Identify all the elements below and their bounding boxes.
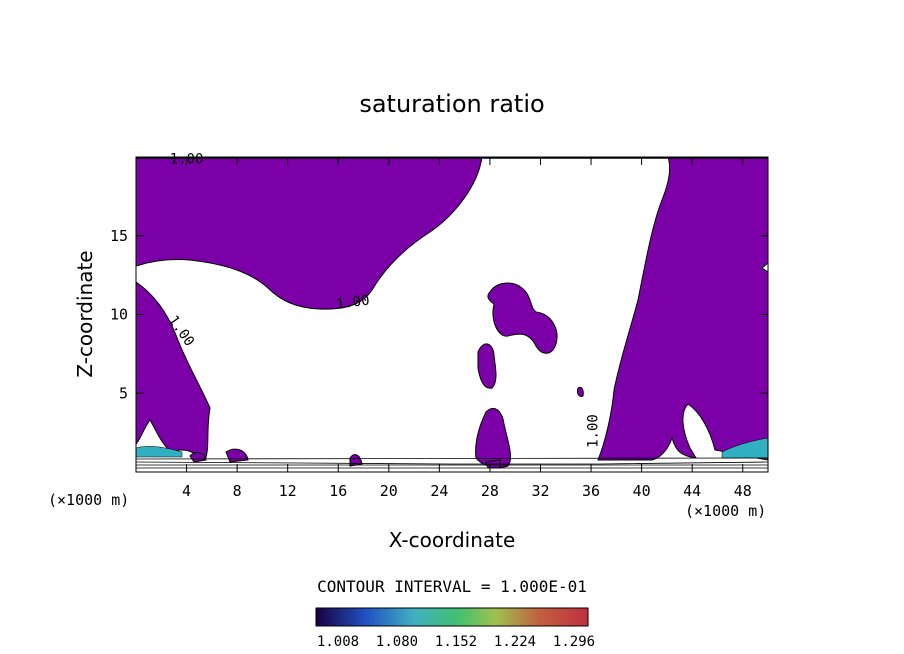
upper-left-saturated-region	[136, 157, 483, 310]
saturation-regions	[136, 157, 768, 469]
x-axis-label: X-coordinate	[389, 528, 516, 552]
colorbar-tick-label: 1.080	[376, 634, 418, 650]
colorbar-tick-label: 1.224	[494, 634, 536, 650]
x-tick-label: 36	[582, 482, 600, 500]
contour-label: 1.00	[585, 414, 601, 448]
contour-label: 1.00	[335, 292, 371, 313]
x-tick-label: 8	[233, 482, 242, 500]
small-saturated-region	[577, 387, 584, 397]
x-tick-label: 4	[182, 482, 191, 500]
x-tick-label: 48	[734, 482, 752, 500]
x-tick-label: 24	[430, 482, 448, 500]
colorbar-tick-label: 1.152	[435, 634, 477, 650]
x-tick-label: 32	[531, 482, 549, 500]
chart-title: saturation ratio	[359, 90, 544, 118]
y-axis-label: Z-coordinate	[73, 250, 97, 377]
center-saturated-region-2	[477, 343, 497, 389]
colorbar-tick-label: 1.008	[317, 634, 359, 650]
y-tick-label: 10	[110, 306, 128, 324]
colored-patch-right	[721, 437, 768, 459]
colorbar-ticks: 1.008 1.080 1.152 1.224 1.296	[317, 634, 595, 650]
x-unit-label-right: (×1000 m)	[685, 502, 766, 520]
y-tick-label: 15	[110, 227, 128, 245]
colorbar-tick-label: 1.296	[553, 634, 595, 650]
x-tick-label: 28	[481, 482, 499, 500]
x-unit-label-left: (×1000 m)	[48, 491, 129, 509]
x-tick-label: 40	[633, 482, 651, 500]
x-axis: 4 8 12 16 20 24 28 32 36 40 44 48	[182, 157, 752, 500]
x-tick-label: 16	[329, 482, 347, 500]
x-tick-label: 44	[683, 482, 701, 500]
contour-interval-label: CONTOUR INTERVAL = 1.000E-01	[317, 577, 587, 596]
colorbar	[315, 607, 589, 627]
right-saturated-region	[597, 157, 768, 461]
left-saturated-region	[136, 281, 211, 461]
y-tick-label: 5	[119, 384, 128, 402]
y-axis: 5 10 15	[110, 227, 768, 402]
x-tick-label: 20	[380, 482, 398, 500]
colored-patch-left	[136, 446, 183, 458]
center-saturated-region-3	[475, 408, 511, 469]
contour-label: 1.00	[170, 151, 204, 167]
center-saturated-region-1	[487, 282, 558, 354]
surface-contours	[136, 457, 768, 469]
x-tick-label: 12	[279, 482, 297, 500]
